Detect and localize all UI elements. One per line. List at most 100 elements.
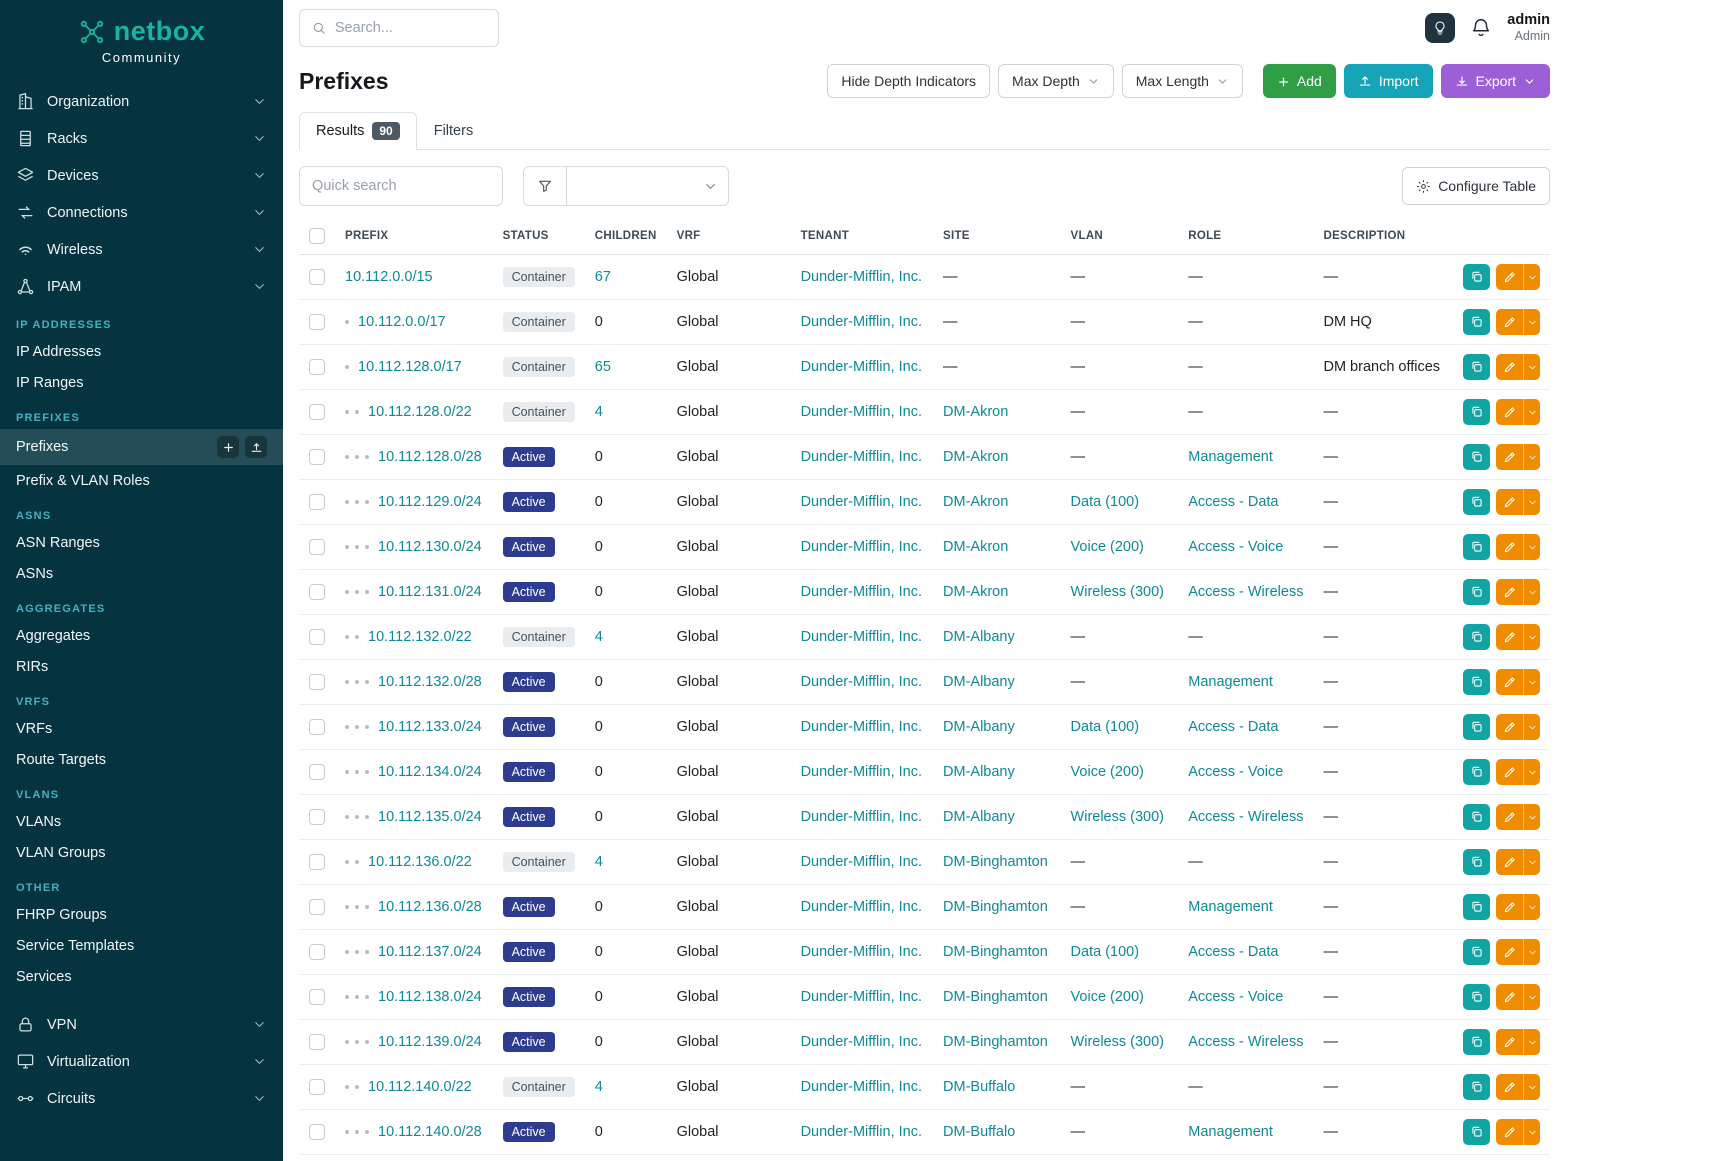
- children-link[interactable]: 65: [594, 359, 611, 375]
- role-link[interactable]: Management: [1188, 674, 1273, 690]
- edit-dropdown-button[interactable]: [1523, 939, 1540, 965]
- prefix-link[interactable]: 10.112.135.0/24: [378, 809, 482, 825]
- edit-button[interactable]: [1496, 1029, 1523, 1055]
- role-link[interactable]: Access - Data: [1188, 494, 1279, 510]
- prefix-link[interactable]: 10.112.130.0/24: [378, 539, 482, 555]
- tenant-link[interactable]: Dunder-Mifflin, Inc.: [800, 989, 922, 1005]
- copy-button[interactable]: [1463, 354, 1490, 380]
- vlan-link[interactable]: Wireless (300): [1070, 584, 1164, 600]
- vlan-link[interactable]: Data (100): [1070, 719, 1140, 735]
- row-checkbox[interactable]: [309, 989, 325, 1005]
- edit-dropdown-button[interactable]: [1523, 399, 1540, 425]
- sidebar-item-route-targets[interactable]: Route Targets: [0, 744, 283, 775]
- prefix-link[interactable]: 10.112.129.0/24: [378, 494, 482, 510]
- edit-dropdown-button[interactable]: [1523, 444, 1540, 470]
- children-link[interactable]: 4: [594, 404, 603, 420]
- row-checkbox[interactable]: [309, 269, 325, 285]
- edit-dropdown-button[interactable]: [1523, 804, 1540, 830]
- edit-dropdown-button[interactable]: [1523, 714, 1540, 740]
- edit-dropdown-button[interactable]: [1523, 1119, 1540, 1145]
- sidebar-item-vlan-groups[interactable]: VLAN Groups: [0, 837, 283, 868]
- site-link[interactable]: DM-Akron: [943, 494, 1009, 510]
- tenant-link[interactable]: Dunder-Mifflin, Inc.: [800, 674, 922, 690]
- row-checkbox[interactable]: [309, 1079, 325, 1095]
- column-header-children[interactable]: CHILDREN: [584, 218, 667, 255]
- tenant-link[interactable]: Dunder-Mifflin, Inc.: [800, 854, 922, 870]
- prefix-link[interactable]: 10.112.0.0/17: [358, 314, 446, 330]
- edit-dropdown-button[interactable]: [1523, 489, 1540, 515]
- max-depth-dropdown[interactable]: Max Depth: [998, 64, 1114, 98]
- column-header-tenant[interactable]: TENANT: [790, 218, 934, 255]
- row-checkbox[interactable]: [309, 944, 325, 960]
- copy-button[interactable]: [1463, 579, 1490, 605]
- row-checkbox[interactable]: [309, 854, 325, 870]
- role-link[interactable]: Access - Data: [1188, 719, 1279, 735]
- copy-button[interactable]: [1463, 669, 1490, 695]
- max-length-dropdown[interactable]: Max Length: [1121, 64, 1243, 98]
- site-link[interactable]: DM-Albany: [943, 719, 1015, 735]
- import-button[interactable]: Import: [1343, 64, 1433, 98]
- edit-dropdown-button[interactable]: [1523, 1074, 1540, 1100]
- edit-button[interactable]: [1496, 354, 1523, 380]
- prefix-link[interactable]: 10.112.137.0/24: [378, 944, 482, 960]
- sidebar-item-circuits[interactable]: Circuits: [0, 1080, 283, 1117]
- vlan-link[interactable]: Wireless (300): [1070, 809, 1164, 825]
- edit-button[interactable]: [1496, 849, 1523, 875]
- copy-button[interactable]: [1463, 759, 1490, 785]
- edit-button[interactable]: [1496, 399, 1523, 425]
- edit-dropdown-button[interactable]: [1523, 624, 1540, 650]
- edit-dropdown-button[interactable]: [1523, 669, 1540, 695]
- row-checkbox[interactable]: [309, 899, 325, 915]
- column-header-description[interactable]: DESCRIPTION: [1313, 218, 1453, 255]
- tenant-link[interactable]: Dunder-Mifflin, Inc.: [800, 269, 922, 285]
- prefix-link[interactable]: 10.112.140.0/22: [368, 1079, 472, 1095]
- edit-dropdown-button[interactable]: [1523, 759, 1540, 785]
- site-link[interactable]: DM-Buffalo: [943, 1079, 1016, 1095]
- copy-button[interactable]: [1463, 624, 1490, 650]
- sidebar-item-vlans[interactable]: VLANs: [0, 806, 283, 837]
- copy-button[interactable]: [1463, 264, 1490, 290]
- copy-button[interactable]: [1463, 1074, 1490, 1100]
- vlan-link[interactable]: Wireless (300): [1070, 1034, 1164, 1050]
- edit-button[interactable]: [1496, 1119, 1523, 1145]
- prefix-link[interactable]: 10.112.140.0/28: [378, 1124, 482, 1140]
- site-link[interactable]: DM-Albany: [943, 629, 1015, 645]
- row-checkbox[interactable]: [309, 764, 325, 780]
- role-link[interactable]: Management: [1188, 1124, 1273, 1140]
- vlan-link[interactable]: Data (100): [1070, 494, 1140, 510]
- edit-dropdown-button[interactable]: [1523, 894, 1540, 920]
- sidebar-item-fhrp-groups[interactable]: FHRP Groups: [0, 899, 283, 930]
- global-search[interactable]: [299, 9, 499, 47]
- prefix-link[interactable]: 10.112.0.0/15: [345, 269, 433, 285]
- tenant-link[interactable]: Dunder-Mifflin, Inc.: [800, 764, 922, 780]
- configure-table-button[interactable]: Configure Table: [1402, 167, 1550, 205]
- prefix-link[interactable]: 10.112.128.0/17: [358, 359, 462, 375]
- children-link[interactable]: 67: [594, 269, 611, 285]
- edit-button[interactable]: [1496, 579, 1523, 605]
- vlan-link[interactable]: Voice (200): [1070, 539, 1144, 555]
- tenant-link[interactable]: Dunder-Mifflin, Inc.: [800, 494, 922, 510]
- sidebar-item-ip-ranges[interactable]: IP Ranges: [0, 367, 283, 398]
- edit-button[interactable]: [1496, 804, 1523, 830]
- site-link[interactable]: DM-Albany: [943, 764, 1015, 780]
- sidebar-item-wireless[interactable]: Wireless: [0, 231, 283, 268]
- tenant-link[interactable]: Dunder-Mifflin, Inc.: [800, 899, 922, 915]
- site-link[interactable]: DM-Akron: [943, 449, 1009, 465]
- tenant-link[interactable]: Dunder-Mifflin, Inc.: [800, 809, 922, 825]
- saved-filter-select[interactable]: [567, 166, 729, 206]
- select-all-checkbox[interactable]: [309, 228, 325, 244]
- edit-button[interactable]: [1496, 444, 1523, 470]
- edit-dropdown-button[interactable]: [1523, 1029, 1540, 1055]
- edit-button[interactable]: [1496, 264, 1523, 290]
- role-link[interactable]: Access - Data: [1188, 944, 1279, 960]
- sidebar-item-connections[interactable]: Connections: [0, 194, 283, 231]
- prefix-link[interactable]: 10.112.131.0/24: [378, 584, 482, 600]
- copy-button[interactable]: [1463, 984, 1490, 1010]
- tab-filters[interactable]: Filters: [417, 112, 490, 150]
- site-link[interactable]: DM-Albany: [943, 674, 1015, 690]
- column-header-vrf[interactable]: VRF: [666, 218, 791, 255]
- children-link[interactable]: 4: [594, 629, 603, 645]
- role-link[interactable]: Access - Wireless: [1188, 584, 1304, 600]
- copy-button[interactable]: [1463, 444, 1490, 470]
- prefix-link[interactable]: 10.112.134.0/24: [378, 764, 482, 780]
